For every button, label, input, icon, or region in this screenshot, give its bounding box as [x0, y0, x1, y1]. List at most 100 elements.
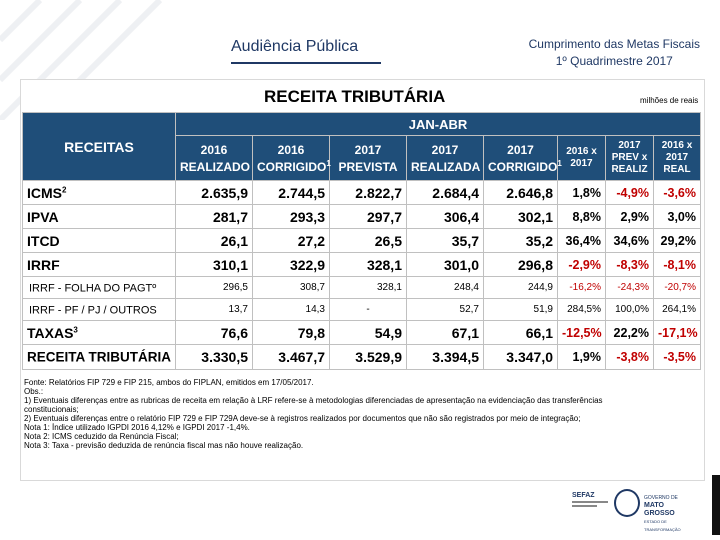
footnote-line: Nota 2: ICMS ceduzido da Renúncia Fiscal… [24, 432, 179, 441]
percent-cell: -8,1% [653, 252, 701, 277]
value-cell: 3.330,5 [175, 344, 253, 370]
row-label: IPVA [22, 204, 176, 229]
row-label: ITCD [22, 228, 176, 253]
percent-cell: 2,9% [605, 204, 654, 229]
value-cell: 301,0 [406, 252, 484, 277]
value-cell: 328,1 [329, 252, 407, 277]
value-cell: 310,1 [175, 252, 253, 277]
value-cell: 26,5 [329, 228, 407, 253]
period-header: JAN-ABR [175, 112, 701, 136]
value-cell: 66,1 [483, 320, 558, 345]
percent-cell: 3,0% [653, 204, 701, 229]
percent-cell: 36,4% [557, 228, 606, 253]
side-bar [712, 475, 720, 535]
value-cell: 296,5 [175, 276, 253, 299]
table-row: IRRF 310,1 322,9 328,1 301,0 296,8 -2,9% -8,3% -… [22, 252, 701, 277]
footnote-line: Nota 3: Taxa - previsão deduzida de renú… [24, 441, 304, 450]
pct-column-header: 2016 x 2017 [557, 135, 606, 181]
value-cell: 306,4 [406, 204, 484, 229]
column-header: 2017 CORRIGIDO1 [483, 135, 562, 181]
value-cell: 51,9 [483, 298, 558, 321]
percent-cell: -24,3% [605, 276, 654, 299]
table-row: IRRF - FOLHA DO PAGTº 296,5 308,7 328,1 248,… [22, 276, 701, 299]
column-header: 2017 REALIZADA [406, 135, 484, 181]
percent-cell: -12,5% [557, 320, 606, 345]
footnotes: Fonte: Relatórios FIP 729 e FIP 215, amb… [24, 378, 700, 450]
percent-cell: 8,8% [557, 204, 606, 229]
revenue-table: RECEITAS JAN-ABR 2016 REALIZADO 2016 CORRIG… [22, 112, 701, 370]
table-row: IRRF - PF / PJ / OUTROS 13,7 14,3-52,7 51,9… [22, 298, 701, 321]
table-row: IPVA 281,7 293,3 297,7 306,4 302,1 8,8% 2,9% 3,0… [22, 204, 701, 229]
value-cell: 281,7 [175, 204, 253, 229]
table-title: RECEITA TRIBUTÁRIA [264, 87, 446, 106]
value-cell: 52,7 [406, 298, 484, 321]
value-cell: 296,8 [483, 252, 558, 277]
value-cell: 308,7 [252, 276, 330, 299]
value-cell: 3.394,5 [406, 344, 484, 370]
column-header: 2016 CORRIGIDO1 [252, 135, 331, 181]
row-label: TAXAS3 [22, 320, 176, 345]
pct-column-header: 2016 x 2017 REAL [653, 135, 701, 181]
value-cell: 2.744,5 [252, 180, 330, 205]
subtitle-line-1: Cumprimento das Metas Fiscais [528, 37, 700, 51]
state-seal-icon [614, 489, 640, 517]
value-cell: 3.467,7 [252, 344, 330, 370]
value-cell: 2.822,7 [329, 180, 407, 205]
percent-cell: 284,5% [557, 298, 606, 321]
row-label: IRRF - FOLHA DO PAGTº [22, 276, 176, 299]
sefaz-logo-text: SEFAZ [572, 492, 595, 499]
value-cell: 322,9 [252, 252, 330, 277]
column-header: 2017 PREVISTA [329, 135, 407, 181]
value-cell: 14,3 [252, 298, 330, 321]
table-row: TAXAS3 76,6 79,8 54,9 67,1 66,1 -12,5% 22,2% -17… [22, 320, 701, 345]
state-line-2: MATO GROSSO [644, 502, 675, 517]
sefaz-logo: SEFAZ [572, 492, 608, 518]
value-cell: 2.635,9 [175, 180, 253, 205]
value-cell: 297,7 [329, 204, 407, 229]
percent-cell: 100,0% [605, 298, 654, 321]
value-cell: - [329, 298, 407, 321]
percent-cell: 34,6% [605, 228, 654, 253]
footnote-line: Nota 1: Índice utilizado IGPDI 2016 4,12… [24, 423, 250, 432]
percent-cell: -3,6% [653, 180, 701, 205]
state-line-1: GOVERNO DE [644, 495, 678, 501]
value-cell: 248,4 [406, 276, 484, 299]
value-cell: 3.347,0 [483, 344, 558, 370]
column-header: 2016 REALIZADO [175, 135, 253, 181]
table-row: RECEITA TRIBUTÁRIA 3.330,5 3.467,7 3.529,9 3… [22, 344, 701, 370]
row-label: RECEITA TRIBUTÁRIA [22, 344, 176, 370]
table-row: ITCD 26,1 27,2 26,5 35,7 35,2 36,4% 34,6% 29,2% [22, 228, 701, 253]
title-underline [231, 62, 381, 64]
row-label: IRRF [22, 252, 176, 277]
percent-cell: -2,9% [557, 252, 606, 277]
value-cell: 2.646,8 [483, 180, 558, 205]
row-label: IRRF - PF / PJ / OUTROS [22, 298, 176, 321]
percent-cell: -17,1% [653, 320, 701, 345]
percent-cell: -3,8% [605, 344, 654, 370]
footnote-line: 2) Eventuais diferenças entre o relatóri… [24, 414, 581, 423]
percent-cell: -20,7% [653, 276, 701, 299]
value-cell: 3.529,9 [329, 344, 407, 370]
value-cell: 67,1 [406, 320, 484, 345]
percent-cell: -4,9% [605, 180, 654, 205]
footnote-line: 1) Eventuais diferenças entre as rubrica… [24, 396, 603, 405]
value-cell: 244,9 [483, 276, 558, 299]
percent-cell: -3,5% [653, 344, 701, 370]
value-cell: 26,1 [175, 228, 253, 253]
value-cell: 79,8 [252, 320, 330, 345]
percent-cell: 22,2% [605, 320, 654, 345]
percent-cell: 264,1% [653, 298, 701, 321]
footnote-line: Fonte: Relatórios FIP 729 e FIP 215, amb… [24, 378, 314, 387]
units-label: milhões de reais [640, 96, 699, 105]
subtitle-line-2: 1º Quadrimestre 2017 [555, 54, 673, 68]
footnote-line: Obs.: [24, 387, 44, 396]
state-line-3: ESTADO DE TRANSFORMAÇÃO [644, 519, 681, 532]
mato-grosso-logo: GOVERNO DE MATO GROSSO ESTADO DE TRANSFO… [614, 489, 690, 532]
value-cell: 328,1 [329, 276, 407, 299]
percent-cell: 1,8% [557, 180, 606, 205]
watermark-pattern [0, 0, 163, 120]
value-cell: 27,2 [252, 228, 330, 253]
header-subtitle: Cumprimento das Metas Fiscais 1º Quadrim… [529, 36, 700, 70]
value-cell: 35,7 [406, 228, 484, 253]
table-row: ICMS2 2.635,9 2.744,5 2.822,7 2.684,4 2.646,8… [22, 180, 701, 205]
